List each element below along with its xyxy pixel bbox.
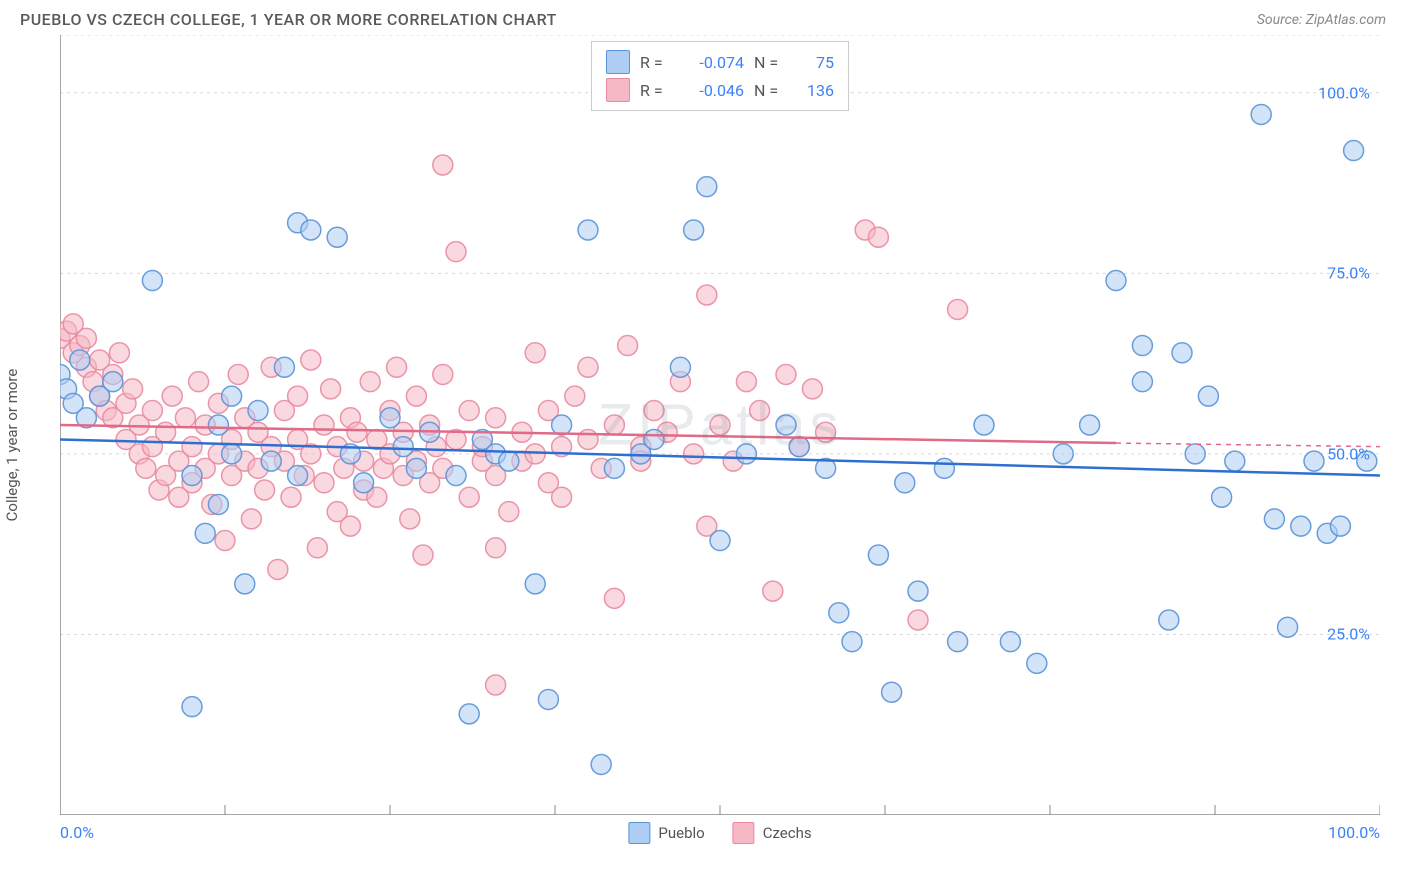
r-label: R =	[640, 81, 674, 100]
y-tick-label: 75.0%	[1327, 264, 1370, 283]
chart-area: College, 1 year or more ZIPatlas R = -0.…	[20, 35, 1386, 855]
series-legend: Pueblo Czechs	[628, 822, 811, 844]
legend-row-pueblo: R = -0.074 N = 75	[606, 48, 834, 76]
y-tick-label: 50.0%	[1327, 444, 1370, 463]
legend-item-pueblo: Pueblo	[628, 822, 704, 844]
legend-swatch-pueblo	[606, 50, 630, 74]
legend-swatch-czechs	[606, 78, 630, 102]
r-value-czechs: -0.046	[684, 81, 744, 100]
y-axis-label: College, 1 year or more	[3, 369, 21, 522]
n-value-pueblo: 75	[798, 53, 834, 72]
n-label: N =	[754, 81, 788, 100]
x-min-label: 0.0%	[60, 823, 94, 842]
chart-title: PUEBLO VS CZECH COLLEGE, 1 YEAR OR MORE …	[20, 10, 557, 29]
x-axis-row: 0.0% Pueblo Czechs 100.0%	[60, 823, 1380, 842]
x-max-label: 100.0%	[1328, 823, 1380, 842]
source-attribution: Source: ZipAtlas.com	[1257, 12, 1386, 28]
correlation-legend: R = -0.074 N = 75 R = -0.046 N = 136	[591, 41, 849, 111]
y-tick-label: 100.0%	[1318, 83, 1370, 102]
legend-item-czechs: Czechs	[733, 822, 812, 844]
scatter-plot: ZIPatlas R = -0.074 N = 75 R = -0.046 N …	[60, 35, 1380, 815]
chart-header: PUEBLO VS CZECH COLLEGE, 1 YEAR OR MORE …	[0, 0, 1406, 35]
r-value-pueblo: -0.074	[684, 53, 744, 72]
n-label: N =	[754, 53, 788, 72]
legend-row-czechs: R = -0.046 N = 136	[606, 76, 834, 104]
legend-label-czechs: Czechs	[763, 824, 812, 842]
plot-svg	[60, 35, 1380, 815]
swatch-czechs	[733, 822, 755, 844]
r-label: R =	[640, 53, 674, 72]
swatch-pueblo	[628, 822, 650, 844]
n-value-czechs: 136	[798, 81, 834, 100]
legend-label-pueblo: Pueblo	[658, 824, 704, 842]
y-tick-label: 25.0%	[1327, 625, 1370, 644]
